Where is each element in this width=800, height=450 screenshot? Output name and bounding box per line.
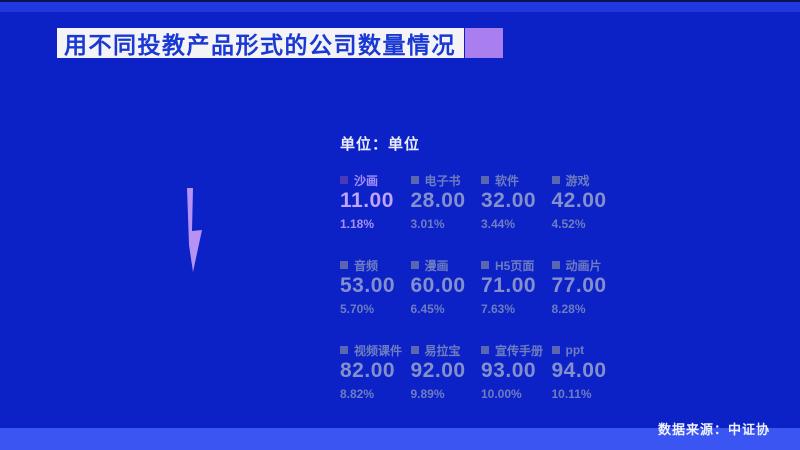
legend-item-label: ppt	[565, 343, 585, 357]
legend-item-value: 94.00	[551, 359, 607, 382]
legend-item-value: 71.00	[481, 274, 537, 297]
legend-marker-icon	[340, 346, 348, 354]
legend-marker-icon	[481, 176, 489, 184]
legend-item-header: 动画片	[551, 258, 623, 273]
legend-item-value: 60.00	[410, 274, 466, 297]
legend-item-label: H5页面	[495, 258, 535, 273]
legend-item-label: 易拉宝	[424, 343, 461, 358]
legend-item-percent: 3.01%	[410, 217, 445, 232]
legend-item-percent: 6.45%	[410, 302, 445, 317]
legend-item[interactable]: 电子书 28.00 3.01%	[410, 173, 482, 258]
page-title: 用不同投教产品形式的公司数量情况	[64, 32, 456, 58]
title-accent-block	[465, 28, 503, 58]
legend-item-label: 音频	[354, 258, 379, 273]
legend-item-header: 电子书	[410, 173, 482, 188]
legend-item-label: 动画片	[565, 258, 602, 273]
legend-marker-icon	[410, 261, 419, 269]
legend-marker-icon	[481, 261, 489, 269]
legend-grid: 沙画 11.00 1.18% 电子书 28.00 3.01% 软件 32.00 …	[340, 173, 622, 428]
legend-item[interactable]: 宣传手册 93.00 10.00%	[481, 343, 552, 428]
legend-item-percent: 3.44%	[481, 217, 516, 232]
legend-item-value: 42.00	[551, 189, 607, 212]
legend-item-value: 77.00	[551, 274, 607, 297]
legend-item-label: 宣传手册	[495, 343, 544, 358]
legend-item-header: 宣传手册	[481, 343, 552, 358]
legend-marker-icon	[551, 261, 560, 269]
legend-item-percent: 5.70%	[340, 302, 375, 317]
legend-item-percent: 9.89%	[410, 387, 445, 402]
legend-item-header: H5页面	[481, 258, 552, 273]
legend-item-percent: 10.00%	[481, 387, 522, 402]
legend-marker-icon	[551, 176, 560, 184]
legend-item-percent: 1.18%	[340, 217, 375, 232]
legend-item-value: 32.00	[481, 189, 537, 212]
legend-item-value: 92.00	[410, 359, 466, 382]
unit-label: 单位：单位	[340, 136, 421, 153]
legend-item[interactable]: 视频课件 82.00 8.82%	[340, 343, 411, 428]
legend-marker-icon	[340, 176, 348, 184]
legend-marker-icon	[481, 346, 489, 354]
legend-item[interactable]: 音频 53.00 5.70%	[340, 258, 411, 343]
legend-item-value: 93.00	[481, 359, 537, 382]
title-box: 用不同投教产品形式的公司数量情况	[57, 28, 464, 58]
legend-item-value: 11.00	[340, 189, 394, 212]
legend-item-header: 易拉宝	[410, 343, 482, 358]
legend-item[interactable]: 漫画 60.00 6.45%	[410, 258, 482, 343]
legend-marker-icon	[410, 176, 419, 184]
legend-item[interactable]: ppt 94.00 10.11%	[551, 343, 623, 428]
legend-item[interactable]: 沙画 11.00 1.18%	[340, 173, 411, 258]
legend-item-label: 电子书	[424, 173, 461, 188]
legend-item-header: 漫画	[410, 258, 482, 273]
legend-item-value: 53.00	[340, 274, 396, 297]
legend-item-header: 游戏	[551, 173, 623, 188]
legend-item-header: ppt	[551, 343, 623, 357]
legend-item-label: 视频课件	[354, 343, 403, 358]
legend-item[interactable]: 软件 32.00 3.44%	[481, 173, 552, 258]
legend-item-value: 82.00	[340, 359, 396, 382]
legend-item[interactable]: H5页面 71.00 7.63%	[481, 258, 552, 343]
legend-item-percent: 10.11%	[551, 387, 592, 402]
legend-item-header: 软件	[481, 173, 552, 188]
legend-item-header: 视频课件	[340, 343, 411, 358]
legend-marker-icon	[410, 346, 419, 354]
legend-item-value: 28.00	[410, 189, 466, 212]
legend-marker-icon	[551, 346, 560, 354]
legend-item-label: 沙画	[354, 173, 379, 188]
legend-marker-icon	[340, 261, 348, 269]
legend-item-label: 漫画	[424, 258, 449, 273]
top-strip	[0, 2, 800, 12]
legend-item-percent: 8.28%	[551, 302, 586, 317]
data-source-label: 数据来源：中证协	[657, 422, 770, 437]
legend-item[interactable]: 游戏 42.00 4.52%	[551, 173, 623, 258]
legend-item-percent: 7.63%	[481, 302, 516, 317]
legend-item-header: 沙画	[340, 173, 411, 188]
top-border-line	[0, 0, 800, 2]
legend-item[interactable]: 动画片 77.00 8.28%	[551, 258, 623, 343]
legend-item-header: 音频	[340, 258, 411, 273]
legend-item-label: 软件	[495, 173, 520, 188]
legend-item-label: 游戏	[565, 173, 590, 188]
bottom-bar	[0, 428, 800, 450]
legend-item-percent: 4.52%	[551, 217, 586, 232]
lightning-slice-shape	[187, 188, 202, 272]
legend-item[interactable]: 易拉宝 92.00 9.89%	[410, 343, 482, 428]
title-banner: 用不同投教产品形式的公司数量情况	[57, 28, 503, 58]
legend-item-percent: 8.82%	[340, 387, 375, 402]
